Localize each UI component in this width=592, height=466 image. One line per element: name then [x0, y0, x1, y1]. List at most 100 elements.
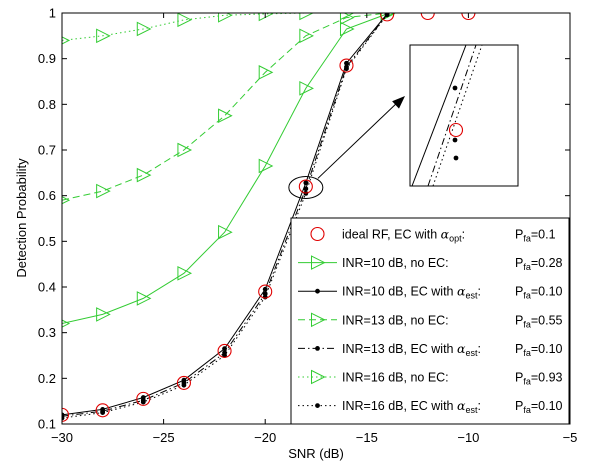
data-point-s1-5 — [258, 284, 273, 299]
data-point-s2-2 — [136, 291, 152, 306]
y-tick-label: 0.5 — [38, 234, 56, 249]
inset-line-5 — [427, 45, 477, 186]
legend-entry-3: INR=10 dB, EC with αest: Pfa=0.10 — [298, 284, 563, 301]
data-point-s1-1 — [95, 403, 110, 418]
data-point-s4-2 — [136, 167, 152, 183]
legend-entry-2: INR=10 dB, no EC: Pfa=0.28 — [298, 255, 563, 272]
x-tick-label: −15 — [356, 430, 378, 445]
inset-line-3 — [411, 45, 467, 186]
data-point-s2-3 — [177, 265, 193, 281]
y-tick-label: 0.2 — [38, 371, 56, 386]
data-point-s4-1 — [96, 183, 111, 199]
legend-swatch-marker — [311, 369, 326, 385]
legend-label: INR=16 dB, EC with αest: — [342, 398, 481, 415]
data-point-s3-2 — [140, 395, 146, 400]
y-tick-label: 0.4 — [38, 280, 56, 295]
legend-swatch-marker — [315, 346, 320, 351]
y-tick-label: 0.6 — [38, 188, 56, 203]
inset-content — [411, 45, 483, 186]
inset-point-s7 — [453, 155, 459, 161]
series-line-2 — [62, 13, 388, 324]
x-axis-label: SNR (dB) — [288, 446, 344, 461]
legend-label: INR=13 dB, EC with αest: — [342, 341, 481, 358]
data-point-s2-1 — [96, 307, 111, 322]
legend-pfa: Pfa=0.55 — [515, 313, 563, 329]
y-tick-label: 0.1 — [38, 417, 56, 432]
data-point-s3-4 — [222, 346, 227, 352]
series-1 — [62, 13, 476, 422]
data-point-s3-5 — [262, 286, 268, 292]
data-point-s4-3 — [177, 142, 193, 158]
series-line-7 — [62, 14, 388, 419]
data-point-s1-3 — [176, 375, 191, 390]
legend-swatch-marker — [310, 226, 325, 242]
legend-box — [290, 217, 570, 425]
zoom-arrow-head — [392, 96, 405, 109]
data-point-s3-1 — [100, 406, 106, 412]
data-point-s3-6 — [303, 180, 309, 186]
legend-pfa: Pfa=0.10 — [515, 399, 563, 415]
legend-entry-1: ideal RF, EC with αopt: Pfa=0.1 — [310, 226, 556, 244]
zoom-ellipse — [288, 175, 324, 199]
data-point-s2-6 — [299, 81, 314, 96]
data-point-s1-6 — [298, 179, 313, 194]
data-point-s1-9 — [420, 13, 435, 21]
x-tick-label: −5 — [563, 430, 578, 445]
legend-label: INR=10 dB, no EC: — [342, 256, 449, 270]
data-point-s5-4 — [222, 350, 227, 356]
data-point-s1-4 — [217, 343, 232, 358]
data-point-s3-8 — [384, 13, 390, 17]
x-tick-label: −30 — [51, 430, 73, 445]
legend-entry-7: INR=16 dB, EC with αest: Pfa=0.10 — [298, 398, 563, 415]
data-point-s6-6 — [299, 13, 314, 21]
data-point-s2-7 — [339, 21, 355, 37]
y-tick-label: 1 — [49, 6, 56, 21]
data-point-s2-5 — [258, 158, 274, 174]
inset-box — [409, 44, 519, 187]
y-tick-label: 0.7 — [38, 143, 56, 158]
data-point-s1-10 — [461, 13, 476, 21]
legend-pfa: Pfa=0.10 — [515, 342, 563, 358]
legend-entry-6: INR=16 dB, no EC: Pfa=0.93 — [298, 369, 563, 387]
legend-swatch-marker — [311, 255, 326, 270]
data-point-s3-3 — [181, 377, 187, 383]
legend-entry-5: INR=13 dB, EC with αest: Pfa=0.10 — [298, 341, 563, 358]
data-point-s5-5 — [262, 291, 268, 297]
x-tick-label: −10 — [457, 430, 479, 445]
data-point-s6-1 — [96, 28, 111, 44]
y-tick-label: 0.8 — [38, 97, 56, 112]
data-point-s1-2 — [136, 391, 151, 406]
data-point-s6-3 — [177, 13, 193, 28]
data-point-s1-0 — [62, 407, 70, 422]
legend-pfa: Pfa=0.93 — [515, 371, 563, 387]
legend-swatch-marker — [315, 288, 320, 294]
y-tick-label: 0.9 — [38, 51, 56, 66]
series-line-4 — [62, 13, 388, 201]
data-point-s3-7 — [344, 60, 349, 66]
data-point-s1-7 — [339, 58, 354, 73]
legend-label: INR=10 dB, EC with αest: — [342, 284, 481, 301]
inset-point-s5 — [452, 137, 458, 143]
series-4 — [62, 13, 396, 205]
series-2 — [62, 13, 396, 328]
legend-label: INR=13 dB, no EC: — [342, 313, 449, 327]
data-point-s3-0 — [62, 412, 65, 418]
series-3 — [62, 13, 390, 418]
data-point-s6-2 — [136, 21, 152, 37]
x-tick-label: −20 — [254, 430, 276, 445]
legend-pfa: Pfa=0.1 — [515, 228, 556, 244]
data-point-s2-4 — [218, 224, 233, 240]
legend-swatch-marker — [311, 312, 326, 328]
data-point-s5-6 — [303, 186, 309, 192]
legend-pfa: Pfa=0.10 — [515, 285, 563, 301]
legend-pfa: Pfa=0.28 — [515, 256, 563, 272]
data-point-s1-8 — [380, 13, 395, 22]
legend-label: INR=16 dB, no EC: — [342, 371, 449, 385]
x-tick-label: −25 — [153, 430, 175, 445]
legend-entry-4: INR=13 dB, no EC: Pfa=0.55 — [298, 312, 563, 329]
y-tick-label: 0.3 — [38, 325, 56, 340]
data-point-s4-4 — [218, 108, 233, 124]
data-point-s4-6 — [299, 28, 314, 44]
y-axis-label: Detection Probability — [14, 158, 29, 278]
